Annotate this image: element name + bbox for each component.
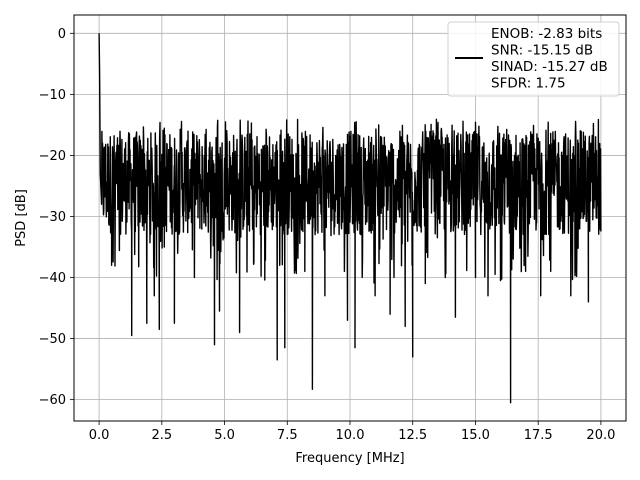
legend-line: ENOB: -2.83 bits xyxy=(491,26,602,42)
plot-area xyxy=(98,33,602,404)
y-tick-label: −60 xyxy=(39,393,66,408)
x-tick-label: 0.0 xyxy=(89,428,110,443)
y-tick-label: −20 xyxy=(39,149,66,164)
y-axis-ticks: 0 −10 −20 −30 −40 −50 −60 xyxy=(39,27,74,408)
x-tick-label: 10.0 xyxy=(336,428,365,443)
legend-line: SINAD: -15.27 dB xyxy=(491,59,608,75)
y-tick-label: 0 xyxy=(58,27,66,42)
y-tick-label: −10 xyxy=(39,88,66,103)
legend-line: SFDR: 1.75 xyxy=(491,76,566,92)
x-tick-label: 12.5 xyxy=(398,428,427,443)
psd-series-line xyxy=(98,33,602,404)
legend-series-label: ENOB: -2.83 bits SNR: -15.15 dB SINAD: -15… xyxy=(491,26,608,92)
y-tick-label: −50 xyxy=(39,332,66,347)
y-tick-label: −40 xyxy=(39,271,66,286)
x-tick-label: 2.5 xyxy=(151,428,172,443)
x-axis-ticks: 0.0 2.5 5.0 7.5 10.0 12.5 15.0 17.5 20.0 xyxy=(89,421,615,443)
legend-line: SNR: -15.15 dB xyxy=(491,43,593,59)
x-tick-label: 17.5 xyxy=(524,428,553,443)
x-tick-label: 20.0 xyxy=(586,428,615,443)
legend: ENOB: -2.83 bits SNR: -15.15 dB SINAD: -15… xyxy=(447,21,620,97)
legend-box xyxy=(447,21,620,97)
x-tick-label: 7.5 xyxy=(277,428,298,443)
y-tick-label: −30 xyxy=(39,210,66,225)
x-tick-label: 5.0 xyxy=(214,428,235,443)
x-axis-label: Frequency [MHz] xyxy=(295,451,404,466)
x-tick-label: 15.0 xyxy=(461,428,490,443)
y-axis-label: PSD [dB] xyxy=(14,189,29,247)
